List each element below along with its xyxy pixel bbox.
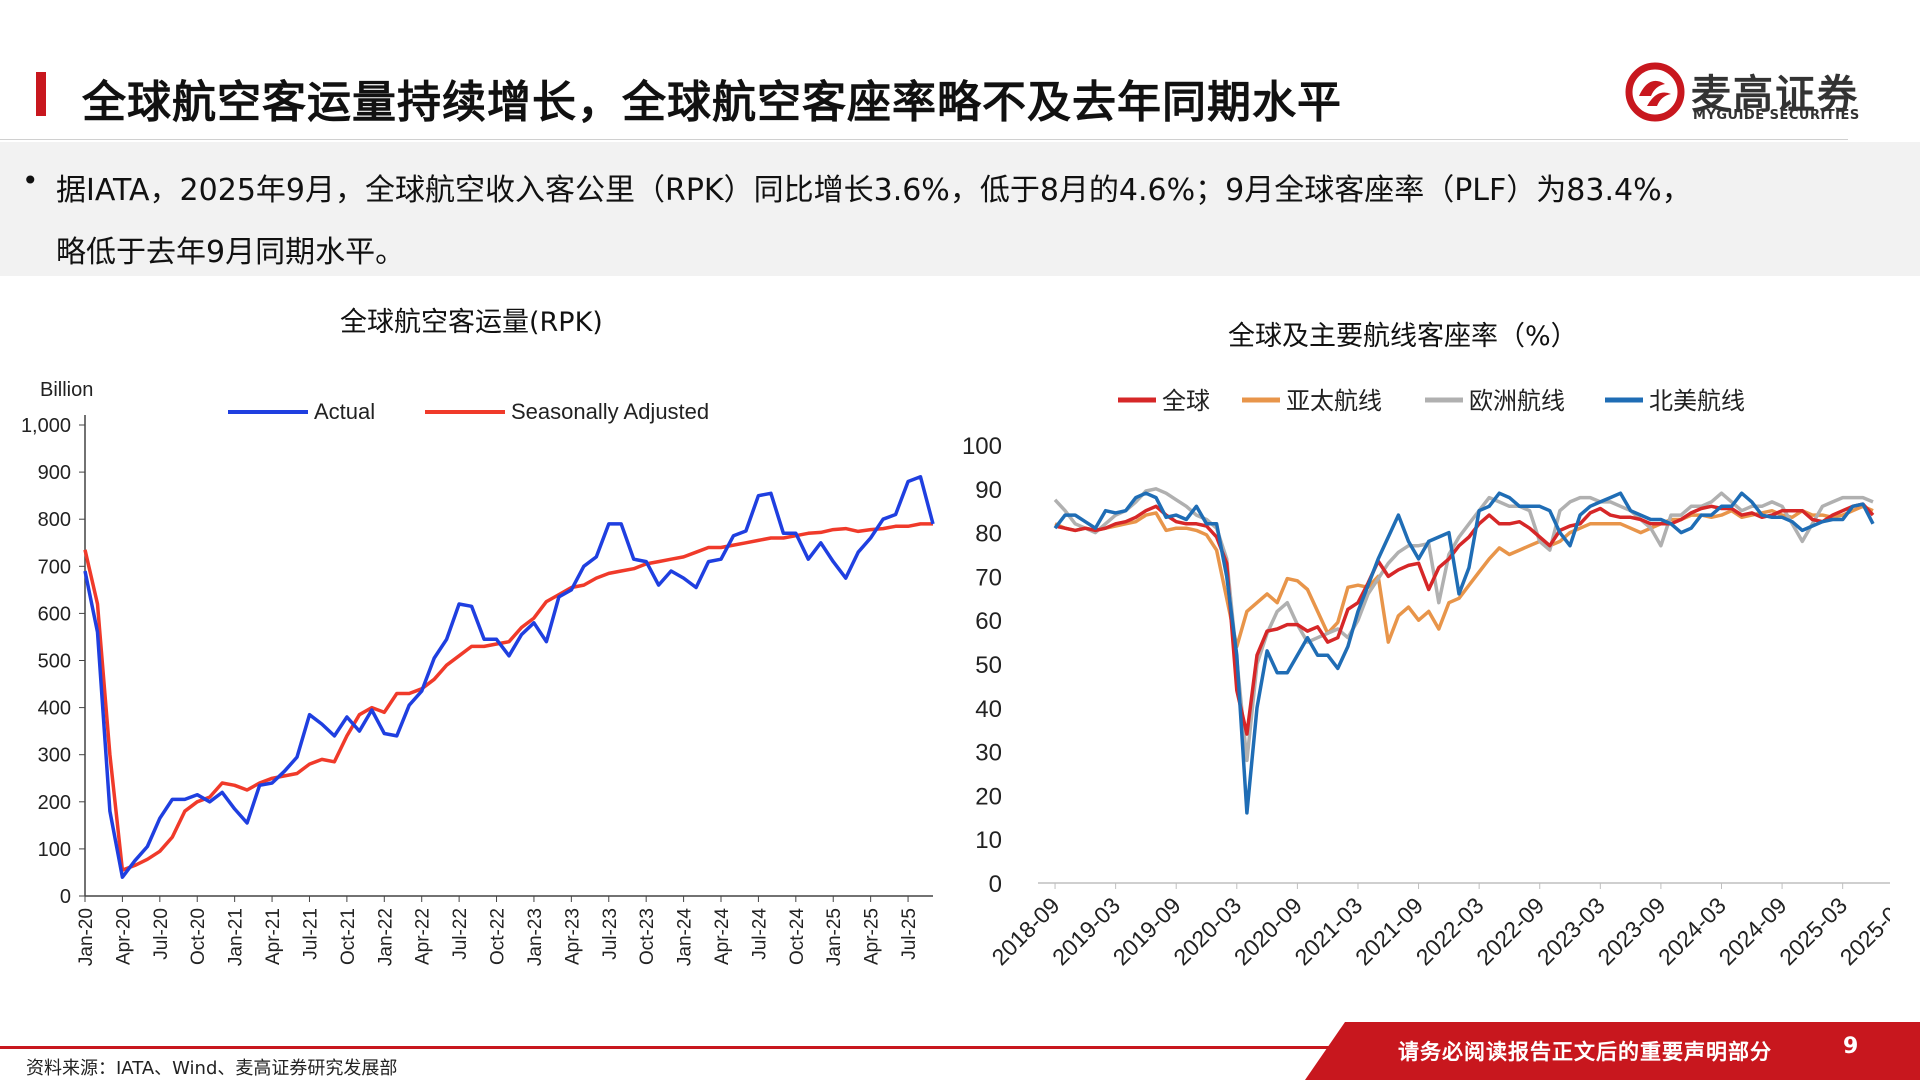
plf-ytick-label: 40 [975,696,1002,723]
rpk-xtick-label: Apr-24 [712,908,733,965]
rpk-xtick-label: Jan-20 [76,908,97,966]
rpk-xtick-label: Jul-24 [749,908,770,960]
rpk-ytick-label: 0 [60,886,71,908]
rpk-chart: Billion 0 100 200 300 400 500 600 700 800 900 1,000… [21,379,935,967]
rpk-xtick-label: Oct-24 [787,908,808,965]
plf-chart: 01020304050607080901002018-092019-032019… [962,388,1890,970]
rpk-xtick-label: Oct-20 [188,908,209,965]
plf-ytick-label: 30 [975,740,1002,767]
header-divider [0,139,1848,140]
plf-ytick-label: 80 [975,521,1002,548]
summary-line-2: 略低于去年9月同期水平。 [56,235,406,270]
rpk-ylabel: Billion [40,379,93,401]
bullet-icon: • [22,164,39,197]
source-note: 资料来源：IATA、Wind、麦高证券研究发展部 [26,1058,398,1079]
plf-ytick-label: 100 [962,433,1002,460]
plf-ytick-label: 10 [975,827,1002,854]
logo-icon [1625,62,1685,122]
rpk-chart-title: 全球航空客运量(RPK) [340,307,603,338]
plf-series-line [1054,504,1874,649]
company-logo: 麦高证券 MYGUIDE SECURITIES [1625,58,1875,128]
summary-line-1: 据IATA，2025年9月，全球航空收入客公里（RPK）同比增长3.6%，低于8… [56,173,1692,208]
plf-series-line [1054,502,1875,736]
rpk-ytick-label: 900 [38,462,71,484]
rpk-xtick-label: Jul-23 [600,908,621,960]
rpk-series-line [83,522,933,872]
rpk-xtick-label: Apr-21 [263,908,284,965]
logo-text-en: MYGUIDE SECURITIES [1693,108,1860,123]
rpk-xtick-label: Jul-22 [450,908,471,960]
rpk-ytick-label: 300 [38,745,71,767]
plf-ytick-label: 0 [989,871,1002,898]
rpk-xtick-label: Oct-23 [637,908,658,965]
disclaimer-banner [1305,1022,1920,1080]
rpk-xtick-label: Jul-25 [899,908,920,960]
rpk-xtick-label: Jul-21 [300,908,321,960]
disclaimer-text: 请务必阅读报告正文后的重要声明部分 [1398,1040,1772,1064]
rpk-xtick-label: Jan-23 [525,908,546,966]
rpk-legend-label: Seasonally Adjusted [511,399,709,424]
logo-text-cn: 麦高证券 [1691,72,1859,118]
plf-ytick-label: 60 [975,608,1002,635]
rpk-xtick-label: Jul-20 [151,908,172,960]
plf-chart-title: 全球及主要航线客座率（%） [1228,321,1578,352]
rpk-xtick-label: Jan-21 [226,908,247,966]
rpk-legend-label: Actual [314,399,375,424]
plf-legend-label: 全球 [1162,388,1210,415]
footer-rule [0,1046,1330,1049]
page-number: 9 [1843,1034,1859,1059]
rpk-xtick-label: Apr-23 [562,908,583,965]
rpk-xtick-label: Jan-24 [675,908,696,967]
plf-ytick-label: 70 [975,564,1002,591]
rpk-xtick-label: Oct-22 [488,908,509,965]
plf-legend-label: 欧洲航线 [1469,388,1565,415]
plf-ytick-label: 20 [975,783,1002,810]
rpk-series-line [83,475,935,879]
page-title: 全球航空客运量持续增长，全球航空客座率略不及去年同期水平 [82,77,1342,128]
rpk-xtick-label: Apr-22 [413,908,434,965]
summary-text: 据IATA，2025年9月，全球航空收入客公里（RPK）同比增长3.6%，低于8… [56,160,1896,284]
rpk-ytick-label: 400 [38,698,71,720]
rpk-xtick-label: Oct-21 [338,908,359,965]
rpk-xtick-label: Jan-22 [375,908,396,966]
summary-box: • 据IATA，2025年9月，全球航空收入客公里（RPK）同比增长3.6%，低… [0,142,1920,276]
rpk-xtick-label: Apr-20 [113,908,134,965]
plf-ytick-label: 90 [975,477,1002,504]
title-accent-bar [36,72,46,116]
rpk-xtick-label: Jan-25 [824,908,845,966]
header: 全球航空客运量持续增长，全球航空客座率略不及去年同期水平 麦高证券 MYGUID… [0,0,1920,140]
rpk-xtick-label: Apr-25 [862,908,883,965]
rpk-ytick-label: 700 [38,556,71,578]
rpk-ytick-label: 600 [38,603,71,625]
rpk-ytick-label: 200 [38,792,71,814]
plf-legend-label: 亚太航线 [1286,388,1382,415]
rpk-ytick-label: 800 [38,509,71,531]
rpk-ytick-label: 1,000 [21,415,71,437]
plf-legend-label: 北美航线 [1649,388,1745,415]
plf-ytick-label: 50 [975,652,1002,679]
plf-series-line [1053,491,1875,815]
rpk-ytick-label: 500 [38,651,71,673]
rpk-ytick-label: 100 [38,839,71,861]
